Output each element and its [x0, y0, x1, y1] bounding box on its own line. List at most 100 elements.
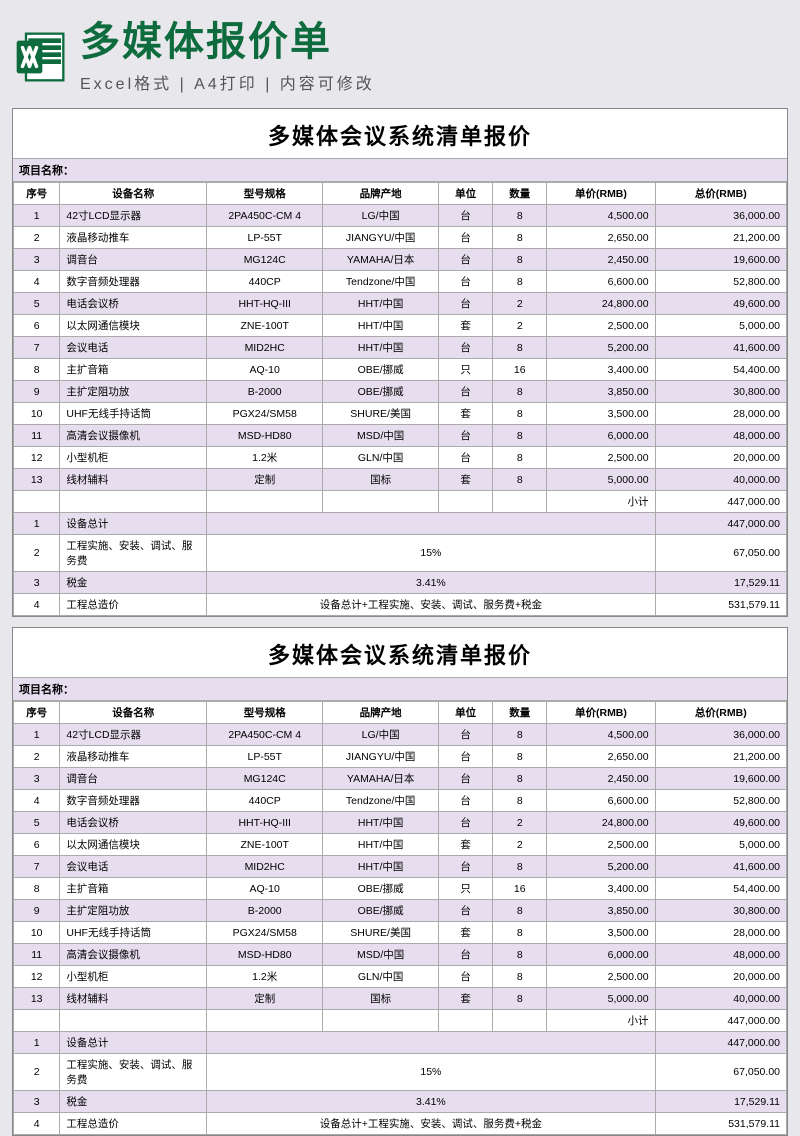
table-row: 142寸LCD显示器2PA450C-CM 4LG/中国台84,500.0036,…: [14, 724, 787, 746]
table-cell: 49,600.00: [655, 812, 786, 834]
table-cell: SHURE/美国: [323, 922, 439, 944]
table-cell: 台: [439, 812, 493, 834]
column-header: 总价(RMB): [655, 702, 786, 724]
table-cell: HHT/中国: [323, 834, 439, 856]
quotation-sheet: 多媒体会议系统清单报价项目名称：序号设备名称型号规格品牌产地单位数量单价(RMB…: [12, 627, 788, 1136]
table-cell: 台: [439, 768, 493, 790]
table-cell: 11: [14, 425, 60, 447]
quotation-sheet: 多媒体会议系统清单报价项目名称：序号设备名称型号规格品牌产地单位数量单价(RMB…: [12, 108, 788, 617]
table-cell: 48,000.00: [655, 425, 786, 447]
subtotal-label: 小计: [547, 1010, 655, 1032]
subtotal-row: 小计447,000.00: [14, 491, 787, 513]
table-cell: 6: [14, 834, 60, 856]
table-cell: 5,000.00: [655, 834, 786, 856]
column-header: 型号规格: [207, 702, 323, 724]
table-row: 6以太网通信模块ZNE-100THHT/中国套22,500.005,000.00: [14, 834, 787, 856]
table-cell: 套: [439, 922, 493, 944]
table-cell: 4,500.00: [547, 724, 655, 746]
column-header: 数量: [493, 183, 547, 205]
table-cell: LP-55T: [207, 746, 323, 768]
table-cell: 3,500.00: [547, 922, 655, 944]
table-cell: 6,600.00: [547, 271, 655, 293]
table-cell: 4: [14, 790, 60, 812]
column-header: 型号规格: [207, 183, 323, 205]
table-cell: 2: [493, 812, 547, 834]
column-header: 品牌产地: [323, 183, 439, 205]
table-cell: 5,000.00: [547, 469, 655, 491]
table-cell: 440CP: [207, 790, 323, 812]
table-cell: Tendzone/中国: [323, 271, 439, 293]
sheet-title: 多媒体会议系统清单报价: [13, 628, 787, 678]
table-cell: 5,000.00: [547, 988, 655, 1010]
table-cell: OBE/挪威: [323, 381, 439, 403]
table-cell: 8: [493, 856, 547, 878]
table-cell: 440CP: [207, 271, 323, 293]
table-cell: 3,400.00: [547, 359, 655, 381]
table-cell: 高清会议摄像机: [60, 425, 207, 447]
table-cell: 主扩音箱: [60, 878, 207, 900]
table-cell: 3,500.00: [547, 403, 655, 425]
table-cell: 40,000.00: [655, 469, 786, 491]
table-cell: 会议电话: [60, 337, 207, 359]
table-cell: 42寸LCD显示器: [60, 205, 207, 227]
table-cell: 8: [493, 205, 547, 227]
sheet-title: 多媒体会议系统清单报价: [13, 109, 787, 159]
table-cell: OBE/挪威: [323, 359, 439, 381]
table-row: 6以太网通信模块ZNE-100THHT/中国套22,500.005,000.00: [14, 315, 787, 337]
table-cell: 小型机柜: [60, 447, 207, 469]
table-cell: B-2000: [207, 900, 323, 922]
column-header: 数量: [493, 702, 547, 724]
table-cell: 16: [493, 878, 547, 900]
table-cell: 套: [439, 834, 493, 856]
table-cell: 54,400.00: [655, 359, 786, 381]
table-cell: 7: [14, 337, 60, 359]
table-cell: 3,850.00: [547, 381, 655, 403]
summary-row: 4工程总造价设备总计+工程实施、安装、调试、服务费+税金531,579.11: [14, 594, 787, 616]
table-cell: MSD-HD80: [207, 425, 323, 447]
table-row: 7会议电话MID2HCHHT/中国台85,200.0041,600.00: [14, 856, 787, 878]
subtotal-value: 447,000.00: [655, 1010, 786, 1032]
table-cell: 8: [493, 988, 547, 1010]
table-cell: 8: [493, 746, 547, 768]
table-cell: 国标: [323, 988, 439, 1010]
table-cell: 6,000.00: [547, 944, 655, 966]
table-row: 2液晶移动推车LP-55TJIANGYU/中国台82,650.0021,200.…: [14, 746, 787, 768]
table-cell: 数字音频处理器: [60, 790, 207, 812]
table-cell: 3,400.00: [547, 878, 655, 900]
table-cell: 12: [14, 447, 60, 469]
summary-row: 3税金3.41%17,529.11: [14, 1091, 787, 1113]
table-row: 3调音台MG124CYAMAHA/日本台82,450.0019,600.00: [14, 768, 787, 790]
table-cell: 40,000.00: [655, 988, 786, 1010]
column-header: 序号: [14, 702, 60, 724]
table-cell: 1: [14, 205, 60, 227]
table-cell: UHF无线手持话筒: [60, 922, 207, 944]
table-row: 9主扩定阻功放B-2000OBE/挪威台83,850.0030,800.00: [14, 381, 787, 403]
column-header: 单价(RMB): [547, 702, 655, 724]
table-cell: 台: [439, 746, 493, 768]
table-cell: 台: [439, 790, 493, 812]
table-row: 5电话会议桥HHT-HQ-IIIHHT/中国台224,800.0049,600.…: [14, 293, 787, 315]
column-header: 品牌产地: [323, 702, 439, 724]
table-cell: 30,800.00: [655, 381, 786, 403]
table-cell: 2,650.00: [547, 227, 655, 249]
table-row: 4数字音频处理器440CPTendzone/中国台86,600.0052,800…: [14, 271, 787, 293]
project-name-row: 项目名称：: [13, 678, 787, 701]
table-cell: 调音台: [60, 768, 207, 790]
table-row: 11高清会议摄像机MSD-HD80MSD/中国台86,000.0048,000.…: [14, 944, 787, 966]
table-cell: 2: [493, 293, 547, 315]
table-cell: 54,400.00: [655, 878, 786, 900]
table-cell: AQ-10: [207, 359, 323, 381]
table-cell: 8: [14, 878, 60, 900]
table-cell: 21,200.00: [655, 227, 786, 249]
table-cell: 小型机柜: [60, 966, 207, 988]
table-cell: 套: [439, 403, 493, 425]
table-cell: 8: [493, 249, 547, 271]
table-cell: 16: [493, 359, 547, 381]
table-cell: 8: [493, 469, 547, 491]
table-row: 10UHF无线手持话筒PGX24/SM58SHURE/美国套83,500.002…: [14, 403, 787, 425]
table-cell: GLN/中国: [323, 447, 439, 469]
table-cell: 8: [493, 944, 547, 966]
table-cell: GLN/中国: [323, 966, 439, 988]
subtotal-row: 小计447,000.00: [14, 1010, 787, 1032]
table-cell: MSD-HD80: [207, 944, 323, 966]
